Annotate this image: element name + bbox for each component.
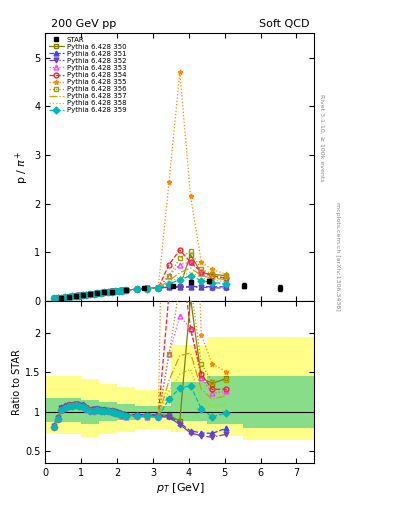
Text: Soft QCD: Soft QCD [259, 19, 309, 29]
X-axis label: $p_{T}$ [GeV]: $p_{T}$ [GeV] [156, 481, 204, 495]
Legend: STAR, Pythia 6.428 350, Pythia 6.428 351, Pythia 6.428 352, Pythia 6.428 353, Py: STAR, Pythia 6.428 350, Pythia 6.428 351… [47, 35, 128, 115]
Text: 200 GeV pp: 200 GeV pp [51, 19, 116, 29]
Text: Rivet 3.1.10, ≥ 100k events: Rivet 3.1.10, ≥ 100k events [319, 94, 324, 182]
Y-axis label: Ratio to STAR: Ratio to STAR [12, 349, 22, 415]
Text: mcplots.cern.ch [arXiv:1306.3436]: mcplots.cern.ch [arXiv:1306.3436] [335, 202, 340, 310]
Y-axis label: p / $\pi^{+}$: p / $\pi^{+}$ [14, 151, 31, 183]
